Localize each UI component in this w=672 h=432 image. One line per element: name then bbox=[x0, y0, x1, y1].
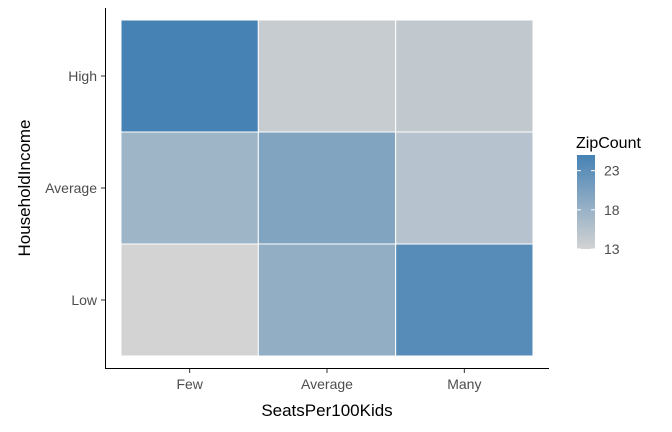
heatmap-cell-average-average bbox=[257, 131, 397, 245]
heatmap-cell-few-high bbox=[120, 19, 259, 133]
heatmap-cell-many-high bbox=[395, 19, 534, 133]
x-axis-title: SeatsPer100Kids bbox=[261, 401, 392, 420]
y-tick-label-average: Average bbox=[45, 180, 97, 196]
axis-ticks: Few Average Many Low Average High bbox=[45, 68, 481, 392]
heatmap-cell-many-average bbox=[395, 131, 534, 245]
x-tick-label-average: Average bbox=[301, 376, 353, 392]
y-tick-label-high: High bbox=[68, 68, 97, 84]
legend: ZipCount 23 18 13 bbox=[576, 135, 641, 257]
legend-ticks: 23 18 13 bbox=[577, 163, 620, 257]
legend-tick-label-18: 18 bbox=[604, 202, 620, 218]
y-axis-title: HouseholdIncome bbox=[15, 119, 34, 256]
heatmap-cells bbox=[120, 19, 534, 357]
y-tick-label-low: Low bbox=[71, 292, 98, 308]
heatmap-cell-average-high bbox=[257, 19, 397, 133]
heatmap-cell-few-low bbox=[120, 243, 259, 357]
legend-tick-label-23: 23 bbox=[604, 163, 620, 179]
heatmap-cell-many-low bbox=[395, 243, 534, 357]
x-tick-label-few: Few bbox=[176, 376, 203, 392]
legend-colorbar bbox=[577, 155, 595, 249]
heatmap-cell-few-average bbox=[120, 131, 259, 245]
legend-tick-label-13: 13 bbox=[604, 241, 620, 257]
legend-title: ZipCount bbox=[576, 135, 641, 152]
heatmap-cell-average-low bbox=[257, 243, 397, 357]
x-tick-label-many: Many bbox=[447, 376, 481, 392]
